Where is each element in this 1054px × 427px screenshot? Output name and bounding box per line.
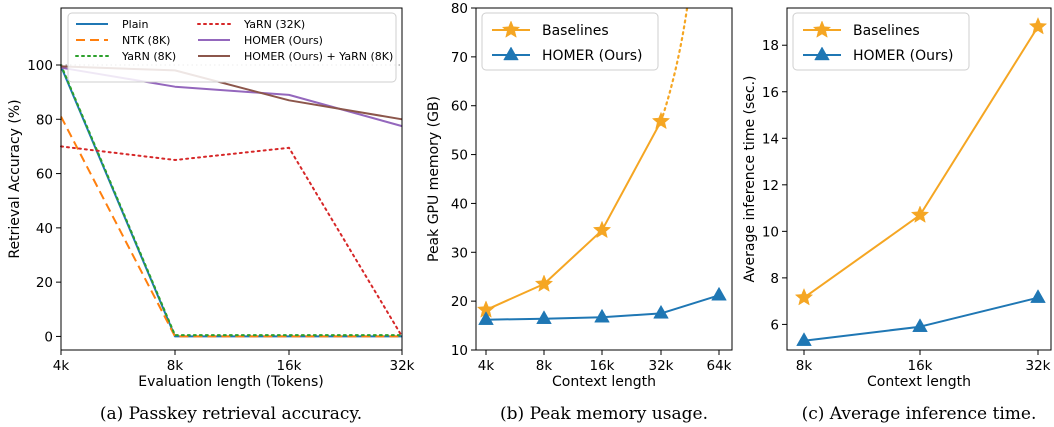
chart-a-xlabel: Evaluation length (Tokens) (138, 374, 323, 390)
chart-c-ylabel: Average inference time (sec.) (742, 76, 758, 283)
chart-b-series-baselines-line (485, 120, 662, 311)
chart-a-xtick-label: 32k (390, 358, 415, 374)
chart-a-legend-box (67, 12, 397, 83)
chart-c-ytick-label: 18 (762, 38, 779, 54)
chart-b-xtick-label: 8k (536, 358, 553, 374)
chart-b-xticks: 4k 8k 16k 32k 64k (478, 350, 732, 374)
chart-b-ytick-label: 40 (451, 196, 468, 212)
chart-b-ytick-label: 70 (451, 50, 468, 66)
chart-c-legend-label: Baselines (853, 23, 920, 39)
chart-b-yticks: 10 20 30 40 50 60 70 80 (451, 1, 476, 359)
chart-c-ytick-label: 16 (762, 85, 779, 101)
chart-b-series-homer-ours-point (536, 310, 552, 324)
chart-a-series-ntk-8k-line (60, 116, 402, 338)
chart-c-series-baselines-point (1028, 16, 1048, 35)
chart-c-legend-marker (814, 46, 830, 61)
chart-c-series-baselines-point (910, 205, 930, 223)
chart-b-ytick-label: 20 (451, 294, 468, 310)
chart-b-xtick-label: 64k (707, 358, 732, 374)
chart-a-legend-label: HOMER (Ours) + YaRN (8K) (244, 50, 393, 63)
chart-a-series-plain-line (60, 66, 402, 338)
chart-a-legend-label: YaRN (32K) (243, 18, 305, 31)
chart-c-ytick-label: 10 (762, 224, 779, 240)
chart-c-ytick-label: 12 (762, 178, 779, 194)
chart-c-series-baselines-point (794, 287, 814, 306)
chart-b-series-homer-ours-point (478, 311, 494, 325)
chart-b-ytick-label: 30 (451, 245, 468, 261)
chart-c-series-homer-ours-point (796, 332, 812, 346)
chart-a-ytick-label: 80 (36, 112, 53, 128)
chart-c-frame (786, 7, 1052, 351)
chart-b-series-baselines-point (651, 111, 671, 130)
chart-b-legend-marker (503, 46, 519, 61)
chart-b-plot (476, 6, 727, 325)
chart-c-legend-label: HOMER (Ours) (853, 48, 954, 64)
chart-a-xtick-label: 16k (277, 358, 302, 374)
chart-a-legend-label: Plain (122, 18, 148, 31)
chart-b-ytick-label: 80 (451, 1, 468, 17)
chart-c-ytick-label: 8 (770, 271, 779, 287)
chart-b-ytick-label: 60 (451, 99, 468, 115)
chart-b-series-homer-ours-point (653, 304, 669, 319)
chart-a-caption: (a) Passkey retrieval accuracy. (100, 404, 362, 424)
chart-a-xtick-label: 4k (53, 358, 70, 374)
chart-c-series-homer-ours-line (803, 296, 1039, 342)
chart-b-series-baselines-point (592, 220, 612, 239)
chart-a-xticks: 4k 8k 16k 32k (53, 350, 415, 374)
chart-a-ytick-label: 0 (44, 329, 53, 345)
chart-a-yticks: 0 20 40 60 80 100 (27, 58, 61, 345)
chart-b-legend-marker (501, 20, 521, 38)
chart-a-ytick-label: 40 (36, 221, 53, 237)
chart-c-xlabel: Context length (867, 374, 971, 390)
chart-c-xtick-label: 32k (1026, 358, 1051, 374)
chart-a-plot (60, 64, 403, 338)
chart-c-caption: (c) Average inference time. (802, 404, 1037, 424)
chart-c-xtick-label: 8k (796, 358, 813, 374)
chart-b-ytick-label: 50 (451, 148, 468, 164)
chart-c-xticks: 8k 16k 32k (796, 350, 1051, 374)
chart-a-xtick-label: 8k (167, 358, 184, 374)
chart-c-ytick-label: 14 (762, 131, 779, 147)
chart-b-caption: (b) Peak memory usage. (500, 404, 708, 424)
chart-c-xtick-label: 16k (908, 358, 933, 374)
chart-b-series-homer-ours-point (594, 308, 610, 323)
chart-c-ytick-label: 6 (770, 317, 779, 333)
chart-b-series-baselines-extrapolation (659, 6, 689, 123)
chart-a-ylabel: Retrieval Accuracy (%) (7, 99, 23, 258)
chart-c-plot (794, 16, 1048, 346)
chart-a-ytick-label: 60 (36, 167, 53, 183)
chart-a-ytick-label: 100 (27, 58, 53, 74)
chart-b-series-homer-ours-point (711, 286, 727, 301)
chart-a-legend: Plain NTK (8K) YaRN (8K) YaRN (32K) HOMER (O… (67, 12, 397, 83)
chart-a: 0 20 40 60 80 100 4k 8k 16k 32k Retrieval Accura… (7, 7, 415, 424)
chart-b-ylabel: Peak GPU memory (GB) (426, 96, 442, 262)
chart-b-series-baselines-point (534, 274, 554, 292)
chart-b-ytick-label: 10 (451, 343, 468, 359)
chart-a-ytick-label: 20 (36, 275, 53, 291)
chart-b-frame (475, 7, 733, 351)
chart-a-series-yarn-32k-line (60, 145, 403, 338)
chart-c-series-homer-ours-point (1030, 289, 1046, 303)
chart-a-legend-label: YaRN (8K) (121, 50, 176, 63)
chart-c-legend: Baselines HOMER (Ours) (792, 12, 970, 71)
chart-c: 6 8 10 12 14 16 18 8k 16k 32k Average inference … (742, 7, 1052, 424)
chart-b-legend: Baselines HOMER (Ours) (481, 12, 659, 71)
chart-b-xlabel: Context length (552, 374, 656, 390)
chart-b-legend-label: HOMER (Ours) (542, 48, 643, 64)
chart-b: 10 20 30 40 50 60 70 80 4k 8k 16k 32k 64k Peak GPU … (426, 1, 733, 424)
chart-c-series-homer-ours-point (912, 318, 928, 332)
chart-c-yticks: 6 8 10 12 14 16 18 (762, 38, 787, 333)
chart-b-xtick-label: 4k (478, 358, 495, 374)
chart-a-series-yarn-8k-line (60, 64, 403, 337)
chart-c-legend-marker (812, 20, 832, 38)
chart-a-legend-label: HOMER (Ours) (244, 34, 323, 47)
chart-a-legend-label: NTK (8K) (122, 34, 170, 47)
chart-b-xtick-label: 16k (590, 358, 615, 374)
chart-b-legend-label: Baselines (542, 23, 609, 39)
chart-b-xtick-label: 32k (649, 358, 674, 374)
chart-a-frame (60, 7, 403, 351)
